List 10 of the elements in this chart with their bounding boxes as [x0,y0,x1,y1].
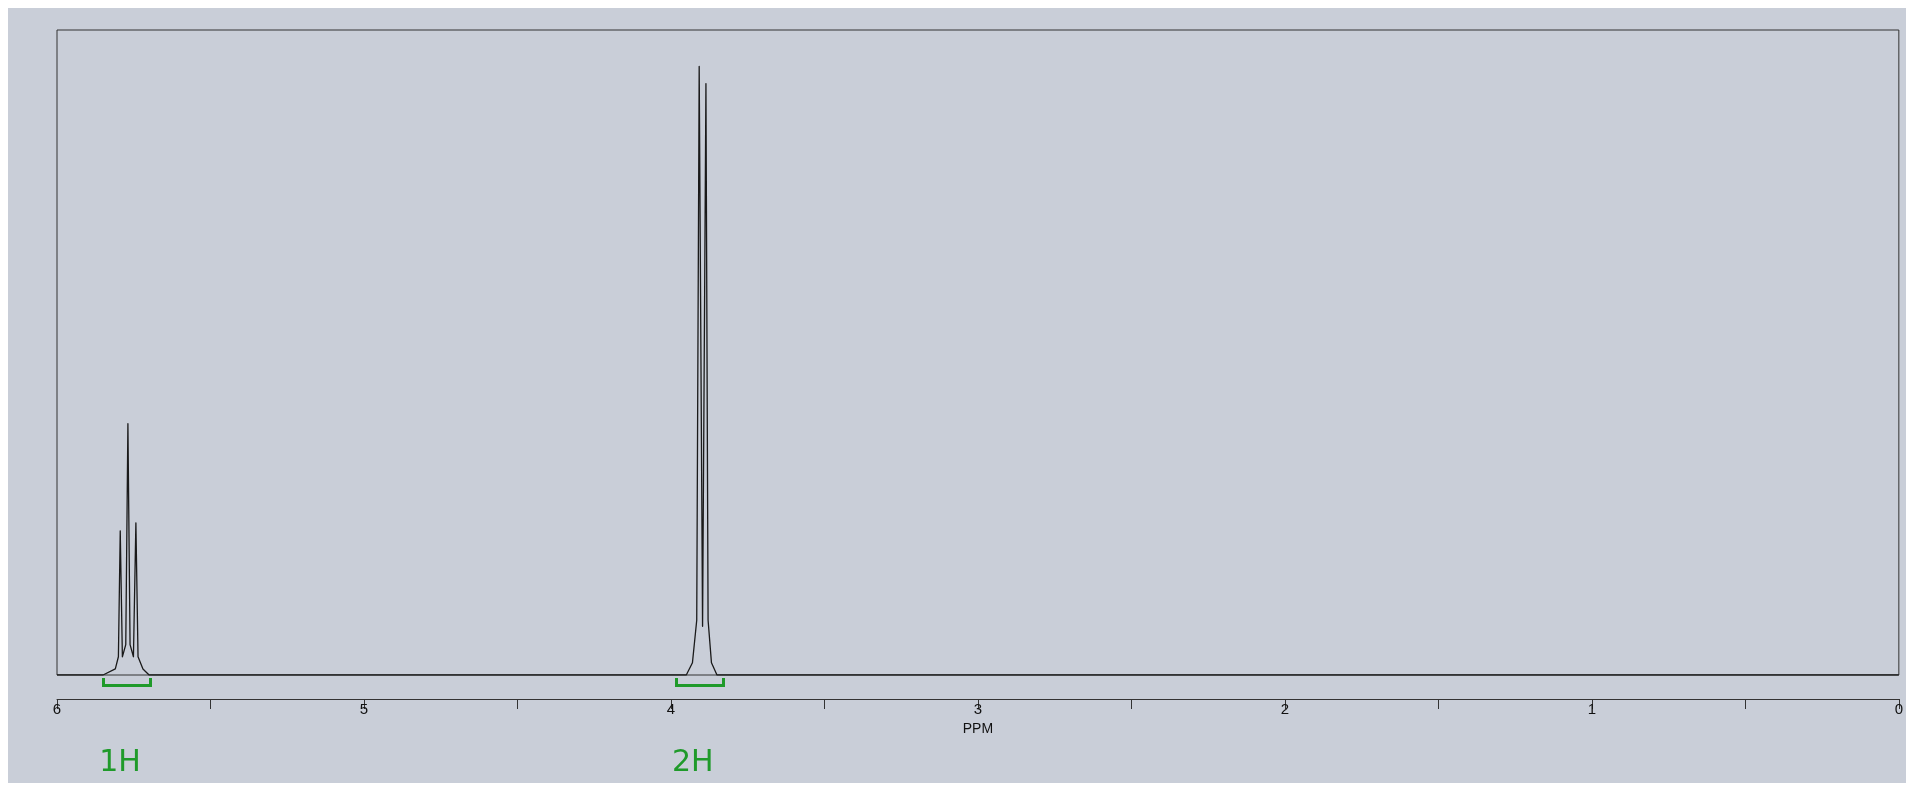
x-tick-label: 2 [1280,700,1290,717]
x-tick-label: 6 [52,700,62,717]
x-tick-label: 5 [359,700,369,717]
x-axis-title: PPM [962,720,994,736]
x-tick-label: 3 [973,700,983,717]
x-tick-label: 4 [666,700,676,717]
text: 2H [671,743,714,778]
x-tick-label: 0 [1894,700,1903,717]
text: 1H [99,743,141,778]
x-tick-label: 1 [1587,700,1597,717]
